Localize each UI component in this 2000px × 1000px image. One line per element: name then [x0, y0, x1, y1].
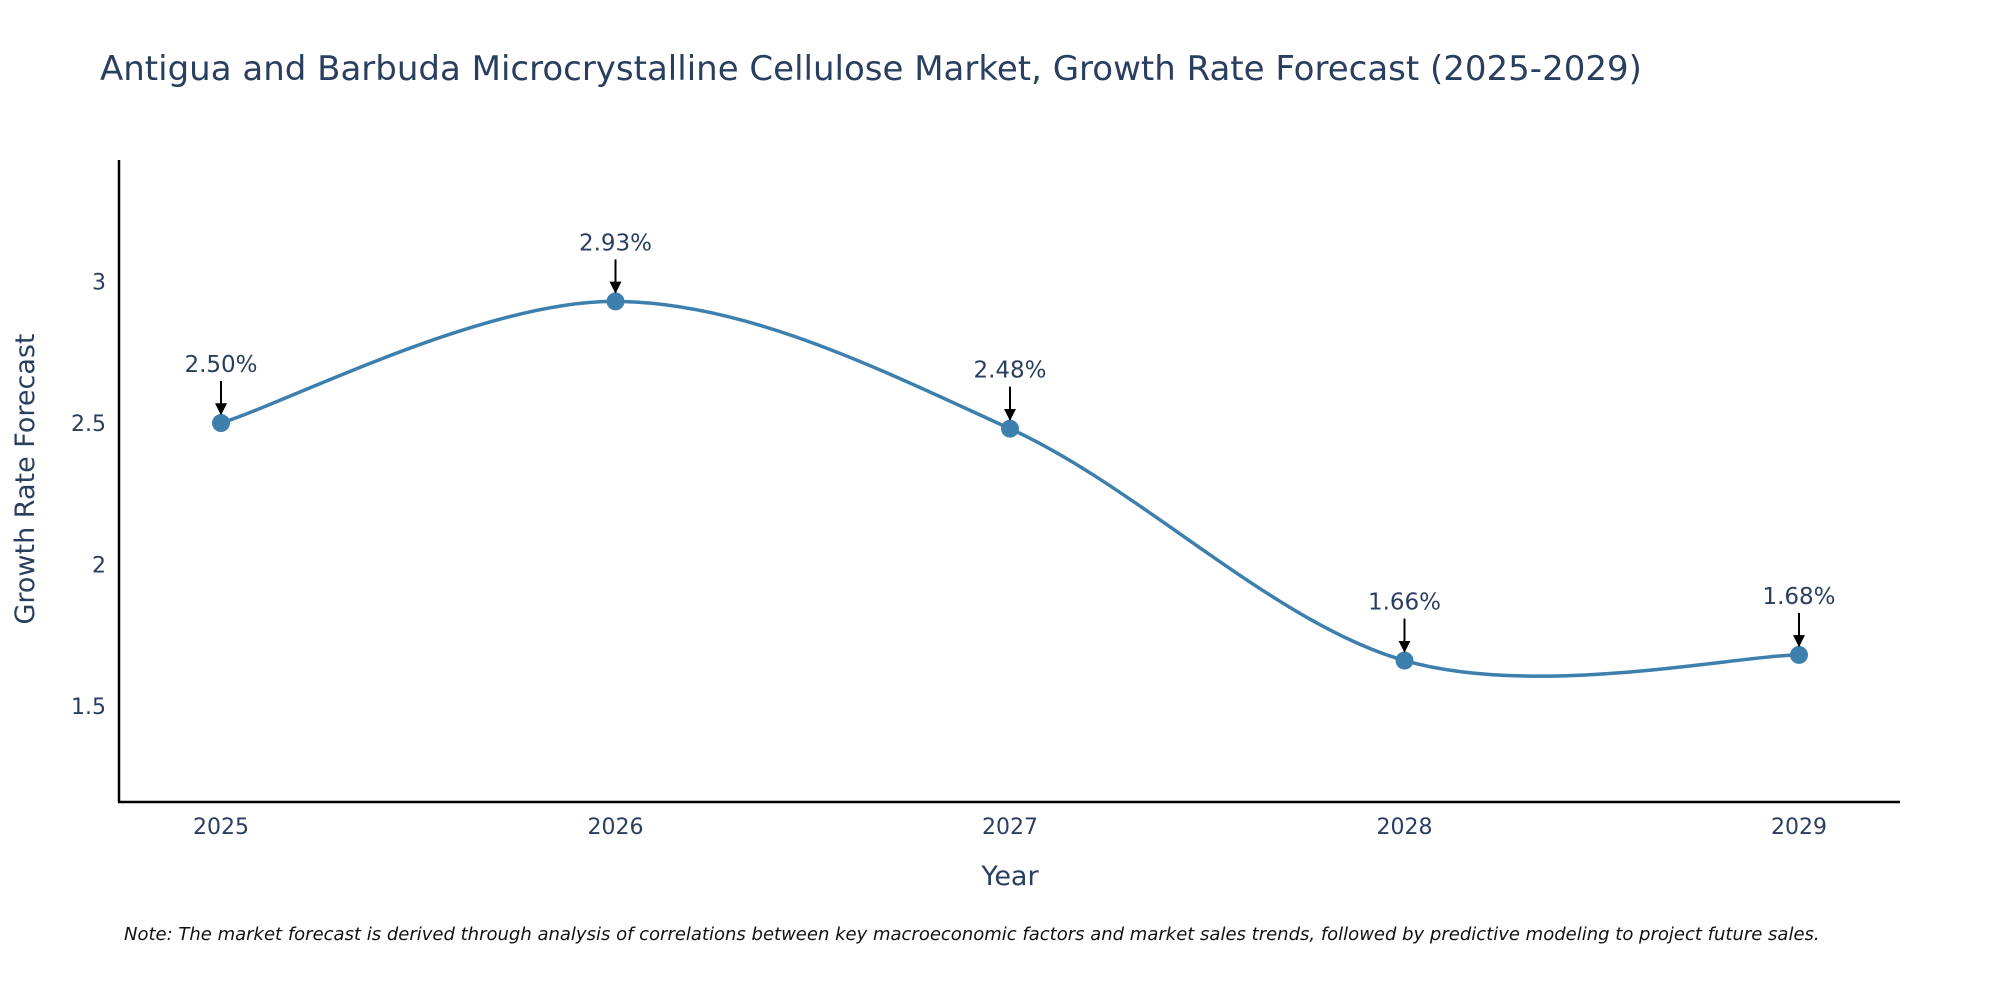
- x-tick-labels: 2025 2026 2027 2028 2029: [193, 815, 1827, 840]
- x-tick-label: 2029: [1771, 815, 1827, 840]
- data-label: 2.48%: [973, 358, 1046, 384]
- data-label: 1.68%: [1762, 584, 1835, 610]
- data-point: [1790, 645, 1808, 664]
- data-label-annotations: 2.50% 2.93% 2.48% 1.66% 1.68%: [184, 230, 1836, 653]
- data-label: 2.93%: [579, 230, 652, 256]
- data-point: [1001, 419, 1019, 438]
- data-point: [606, 292, 625, 311]
- y-tick-label: 3: [92, 271, 106, 296]
- chart-title: Antigua and Barbuda Microcrystalline Cel…: [100, 49, 1642, 89]
- y-axis-title: Growth Rate Forecast: [10, 333, 41, 624]
- footnote: Note: The market forecast is derived thr…: [124, 924, 1820, 945]
- data-point: [212, 414, 230, 433]
- x-tick-label: 2027: [982, 815, 1038, 840]
- y-tick-label: 2: [92, 553, 106, 578]
- x-tick-label: 2026: [588, 815, 644, 840]
- data-point: [1395, 651, 1414, 670]
- y-tick-label: 1.5: [71, 695, 106, 720]
- data-label: 2.50%: [184, 352, 257, 378]
- x-tick-label: 2025: [193, 815, 249, 840]
- x-axis-title: Year: [980, 861, 1039, 892]
- x-tick-label: 2028: [1377, 815, 1433, 840]
- y-tick-labels: 1.5 2 2.5 3: [71, 271, 106, 720]
- data-label: 1.66%: [1368, 590, 1441, 616]
- data-points: [212, 292, 1808, 670]
- y-tick-label: 2.5: [71, 412, 106, 437]
